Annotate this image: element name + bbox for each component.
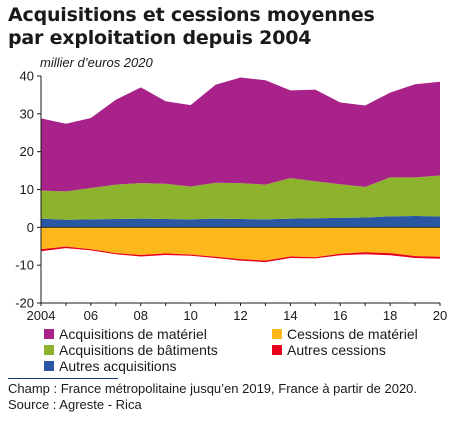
legend-item-acquisitions-materiel: Acquisitions de matériel <box>44 326 207 342</box>
y-tick-label: -10 <box>15 258 34 273</box>
legend-swatch <box>44 329 54 339</box>
x-tick-label: 20 <box>433 308 447 323</box>
x-tick-label: 16 <box>333 308 347 323</box>
chart-axes: -20 -10 0 10 20 30 40 2004 06 08 10 12 14 16 18 20 <box>15 69 447 324</box>
legend-swatch <box>272 329 282 339</box>
chart-title-line1: Acquisitions et cessions moyennes <box>8 4 375 26</box>
area-autres-acquisitions <box>41 216 440 228</box>
x-tick-label: 2004 <box>27 308 56 323</box>
legend-item-acquisitions-batiments: Acquisitions de bâtiments <box>44 342 218 358</box>
y-tick-label: -20 <box>15 296 34 311</box>
x-tick-label: 12 <box>233 308 247 323</box>
x-tick-label: 08 <box>134 308 148 323</box>
legend-label: Autres acquisitions <box>59 358 177 374</box>
legend-label: Autres cessions <box>287 342 386 358</box>
chart-title: Acquisitions et cessions moyennes par ex… <box>8 4 448 50</box>
legend-swatch <box>44 361 54 371</box>
field-note: Champ : France métropolitaine jusqu’en 2… <box>8 381 418 396</box>
note-separator <box>8 378 118 379</box>
chart-areas <box>41 77 440 263</box>
y-tick-label: 0 <box>27 220 34 235</box>
area-chart: -20 -10 0 10 20 30 40 2004 06 08 10 12 14 16 18 20 <box>15 69 447 324</box>
source-note: Source : Agreste - Rica <box>8 397 142 412</box>
y-tick-label: 20 <box>20 144 34 159</box>
legend-label: Cessions de matériel <box>287 326 418 342</box>
legend-swatch <box>44 345 54 355</box>
x-tick-label: 06 <box>84 308 98 323</box>
legend-label: Acquisitions de bâtiments <box>59 342 218 358</box>
y-tick-label: 30 <box>20 106 34 121</box>
legend-label: Acquisitions de matériel <box>59 326 207 342</box>
unit-label: millier d’euros 2020 <box>40 55 153 70</box>
legend-swatch <box>272 345 282 355</box>
y-tick-label: 10 <box>20 182 34 197</box>
area-acquisitions-de-batiments <box>41 175 440 220</box>
x-tick-label: 14 <box>283 308 297 323</box>
chart-title-line2: par exploitation depuis 2004 <box>8 27 312 49</box>
area-acquisitions-de-materiel <box>41 77 440 192</box>
x-tick-label: 10 <box>183 308 197 323</box>
legend-item-cessions-materiel: Cessions de matériel <box>272 326 418 342</box>
legend-item-autres-acquisitions: Autres acquisitions <box>44 358 177 374</box>
notes: Champ : France métropolitaine jusqu’en 2… <box>8 381 448 413</box>
x-tick-label: 18 <box>383 308 397 323</box>
legend-item-autres-cessions: Autres cessions <box>272 342 386 358</box>
area-cessions-de-materiel <box>41 227 440 261</box>
area-autres-cessions <box>41 246 440 263</box>
y-tick-label: 40 <box>20 69 34 84</box>
